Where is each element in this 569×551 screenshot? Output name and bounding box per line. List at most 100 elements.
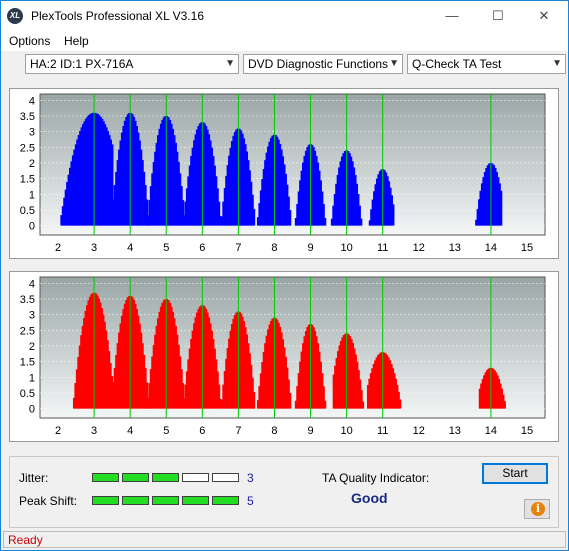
data-bar [149,369,153,409]
status-bar: Ready [3,531,566,548]
data-bar [339,161,343,226]
data-bar [161,302,164,409]
data-bar [496,375,499,409]
data-bar [492,165,496,226]
data-bar [388,360,392,409]
close-button[interactable]: ✕ [538,8,550,23]
data-bar [184,384,188,409]
y-tick-label: 0 [29,404,35,416]
data-bar [219,398,222,409]
data-bar [349,339,353,409]
data-bar [211,338,215,409]
data-bar [310,144,314,226]
data-bar [499,190,503,226]
data-bar [239,130,243,226]
data-bar [294,218,298,226]
x-tick-label: 12 [413,425,425,437]
info-button[interactable]: i [524,499,550,519]
data-bar [122,126,125,226]
data-bar [229,147,233,226]
data-bar [392,373,396,409]
menu-options[interactable]: Options [9,34,51,48]
data-bar [259,190,263,226]
peak-shift-segment [152,496,179,505]
data-bar [178,356,182,409]
data-bar [99,116,102,226]
data-bar [174,142,177,226]
data-bar [182,398,186,409]
x-tick-label: 2 [55,425,61,437]
x-tick-label: 15 [521,425,533,437]
data-bar [243,327,247,409]
drive-select-value: HA:2 ID:1 PX-716A [30,57,134,71]
data-bar [323,218,327,226]
data-bar [181,200,185,226]
data-bar [478,388,482,409]
data-bar [175,334,179,409]
data-bar [64,189,68,226]
start-button[interactable]: Start [482,463,548,484]
data-bar [277,322,280,409]
data-bar [195,312,199,409]
data-bar [256,400,260,409]
data-bar [269,321,273,409]
data-bar [61,206,65,226]
x-tick-label: 13 [449,242,461,254]
data-bar [322,203,325,226]
data-bar [488,367,492,409]
maximize-button[interactable]: ☐ [492,8,504,23]
data-bar [63,197,66,226]
data-bar [274,135,277,226]
data-bar [177,344,180,409]
drive-select[interactable]: HA:2 ID:1 PX-716A ▼ [25,54,239,74]
x-tick-label: 8 [271,425,277,437]
data-bar [336,174,340,226]
data-bar [233,131,237,226]
data-bar [116,343,120,409]
test-select[interactable]: Q-Check TA Test ▼ [407,54,566,74]
data-bar [73,149,76,226]
data-bar [479,190,483,226]
data-bar [352,167,356,226]
data-bar [306,147,309,226]
data-bar [194,317,198,409]
data-bar [191,330,195,409]
data-bar [271,318,274,409]
data-bar [139,332,143,409]
x-tick-label: 6 [199,242,205,254]
data-bar [96,295,99,409]
data-bar [83,318,86,409]
data-bar [280,149,283,226]
data-bar [118,149,121,226]
data-bar [485,168,488,226]
data-bar [378,171,382,226]
data-bar [379,352,383,409]
data-bar [268,324,272,409]
data-bar [496,177,500,226]
data-bar [204,308,208,409]
y-tick-label: 3 [29,310,35,322]
y-tick-label: 3 [29,127,35,139]
data-bar [131,114,134,226]
minimize-button[interactable]: — [445,8,459,23]
data-bar [497,379,501,409]
menu-help[interactable]: Help [64,34,89,48]
data-bar [358,379,362,409]
data-bar [94,113,98,226]
data-bar [355,361,359,409]
data-bar [278,143,282,226]
data-bar [307,144,311,226]
data-bar [299,180,302,226]
data-bar [351,161,354,226]
data-bar [242,138,246,226]
function-select[interactable]: DVD Diagnostic Functions ▼ [243,54,403,74]
data-bar [313,150,317,226]
data-bar [118,332,121,409]
data-bar [288,392,292,409]
y-tick-label: 1 [29,372,35,384]
data-bar [285,367,289,409]
data-bar [317,351,321,409]
data-bar [148,383,151,409]
data-bar [387,357,390,409]
x-tick-label: 11 [377,242,388,254]
